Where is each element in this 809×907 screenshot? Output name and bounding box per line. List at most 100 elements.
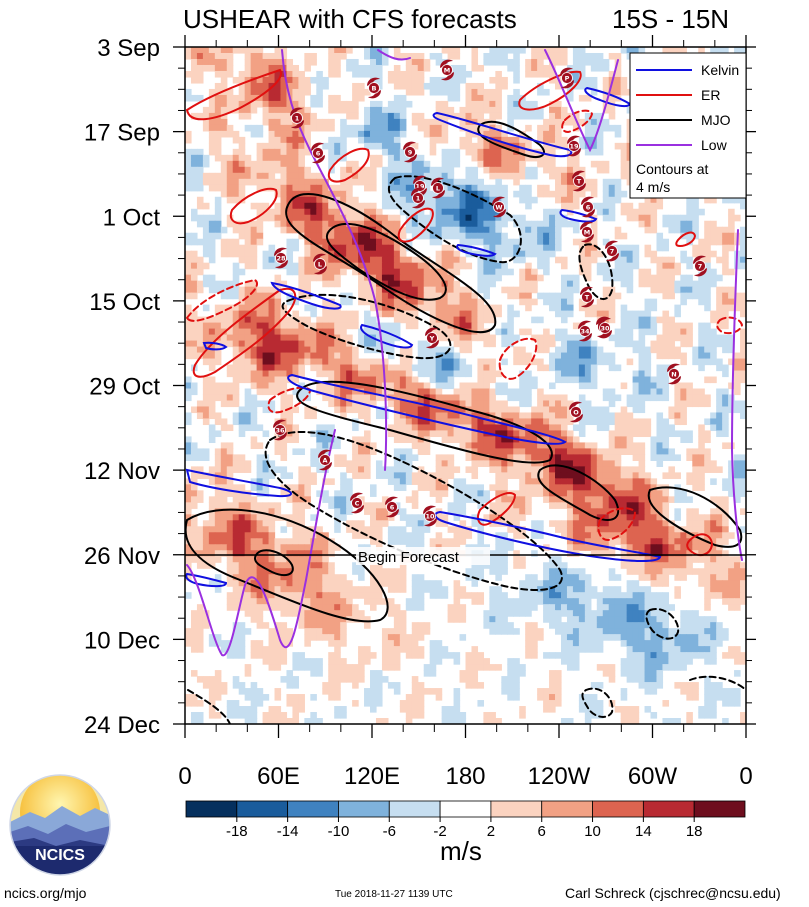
field-cell [549,454,556,461]
field-cell [680,496,687,503]
field-cell [578,478,586,485]
field-cell [220,520,228,527]
field-cell [608,364,616,372]
field-cell [262,256,270,264]
field-cell [489,52,496,60]
field-cell [483,166,490,174]
field-cell [578,442,586,450]
field-cell [453,286,461,294]
field-cell [370,184,377,192]
field-cell [453,52,461,60]
field-cell [387,376,395,384]
field-cell [238,310,246,318]
field-cell [286,484,294,491]
field-cell [495,238,502,246]
field-cell [674,472,681,479]
field-cell [429,142,437,150]
field-cell [256,298,264,306]
field-cell [340,322,347,330]
field-cell [477,430,485,438]
field-cell [190,322,198,330]
field-cell [722,256,729,264]
field-cell [644,394,652,402]
field-cell [274,154,282,162]
field-cell [352,208,359,216]
field-cell [710,232,717,240]
field-cell [298,508,305,515]
field-cell [495,220,502,228]
field-cell [596,412,604,420]
field-cell [734,478,741,485]
field-cell [328,496,335,503]
field-cell [656,508,664,515]
field-cell [441,484,449,491]
field-cell [310,460,317,467]
field-cell [393,244,401,252]
field-cell [471,322,479,330]
field-cell [465,322,473,330]
field-cell [549,220,556,228]
field-cell [543,136,550,144]
field-cell [686,328,693,336]
field-cell [566,286,574,294]
field-cell [250,88,258,96]
field-cell [608,412,616,420]
field-cell [447,202,455,210]
field-cell [393,172,401,180]
field-cell [280,310,288,318]
field-cell [411,478,419,485]
field-cell [716,292,723,300]
field-cell [262,346,270,354]
field-cell [686,508,693,515]
field-cell [453,190,461,198]
field-cell [268,136,276,144]
field-cell [417,442,425,450]
field-cell [722,514,729,521]
field-cell [495,214,502,222]
field-cell [226,478,234,485]
field-cell [483,514,490,521]
field-cell [196,334,204,342]
field-cell [262,322,270,330]
field-cell [274,370,282,378]
field-cell [620,328,628,336]
field-cell [572,190,580,198]
field-cell [274,136,282,144]
field-cell [399,94,407,102]
field-cell [716,496,723,503]
field-cell [334,136,341,144]
field-cell [531,490,538,497]
field-cell [608,52,616,60]
field-cell [525,382,532,390]
field-cell [465,196,473,204]
field-cell [632,508,640,515]
field-cell [334,388,341,396]
field-cell [202,412,210,420]
field-cell [244,232,252,240]
field-cell [220,70,228,78]
field-cell [728,214,735,222]
field-cell [304,82,311,90]
field-cell [280,364,288,372]
field-cell [602,358,610,366]
field-cell [310,250,317,258]
field-cell [555,334,562,342]
field-cell [196,262,204,270]
field-cell [543,166,550,174]
field-cell [459,334,467,342]
field-cell [441,82,449,90]
field-cell [638,460,646,467]
field-cell [190,64,198,72]
field-cell [656,346,664,354]
field-cell [322,316,329,324]
field-cell [465,388,473,396]
field-cell [578,76,586,84]
field-cell [405,454,413,461]
field-cell [602,214,610,222]
field-cell [190,514,198,521]
field-cell [352,322,359,330]
field-cell [190,448,198,455]
field-cell [698,448,705,455]
field-cell [411,430,419,438]
field-cell [698,478,705,485]
